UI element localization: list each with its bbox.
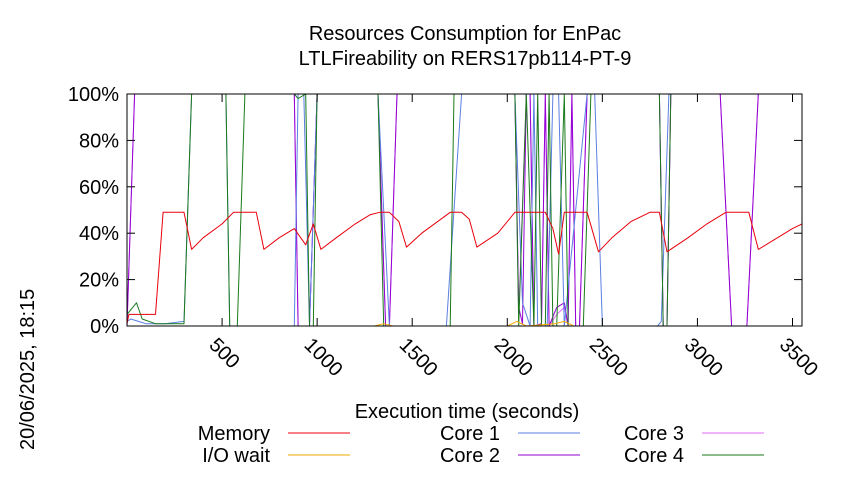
y-tick-label: 40%: [79, 223, 119, 245]
chart-subtitle: LTLFireability on RERS17pb114-PT-9: [299, 48, 632, 70]
x-tick-label: 500: [205, 334, 244, 373]
axis-ticks: 0% 20% 40% 60% 80% 100% 500 1000 1500 2000 2500 300…: [68, 84, 822, 381]
plot-frame: [126, 93, 803, 327]
series-lines: [126, 93, 803, 327]
y-tick-label: 80%: [79, 130, 119, 152]
x-axis-label: Execution time (seconds): [355, 401, 580, 423]
x-tick-label: 1000: [300, 334, 347, 381]
x-tick-label: 3000: [680, 334, 727, 381]
y-tick-label: 0%: [90, 316, 119, 338]
x-tick-label: 2000: [490, 334, 537, 381]
series-line-memory: [126, 211, 803, 324]
y-tick-label: 60%: [79, 177, 119, 199]
date-stamp-label: 20/06/2025, 18:15: [17, 289, 39, 450]
legend-label-i-o-wait: I/O wait: [202, 445, 270, 467]
legend-label-memory: Memory: [198, 423, 270, 445]
legend-label-core-1: Core 1: [440, 423, 500, 445]
series-line-i-o-wait: [127, 320, 802, 327]
legend-label-core-4: Core 4: [624, 445, 684, 467]
y-tick-label: 100%: [68, 84, 119, 106]
series-line-core-4: [126, 93, 802, 327]
x-tick-label: 3500: [775, 334, 822, 381]
x-tick-label: 1500: [395, 334, 442, 381]
x-tick-label: 2500: [585, 334, 632, 381]
legend-label-core-3: Core 3: [624, 423, 684, 445]
chart-title: Resources Consumption for EnPac: [309, 23, 621, 45]
legend-label-core-2: Core 2: [440, 445, 500, 467]
y-tick-label: 20%: [79, 270, 119, 292]
